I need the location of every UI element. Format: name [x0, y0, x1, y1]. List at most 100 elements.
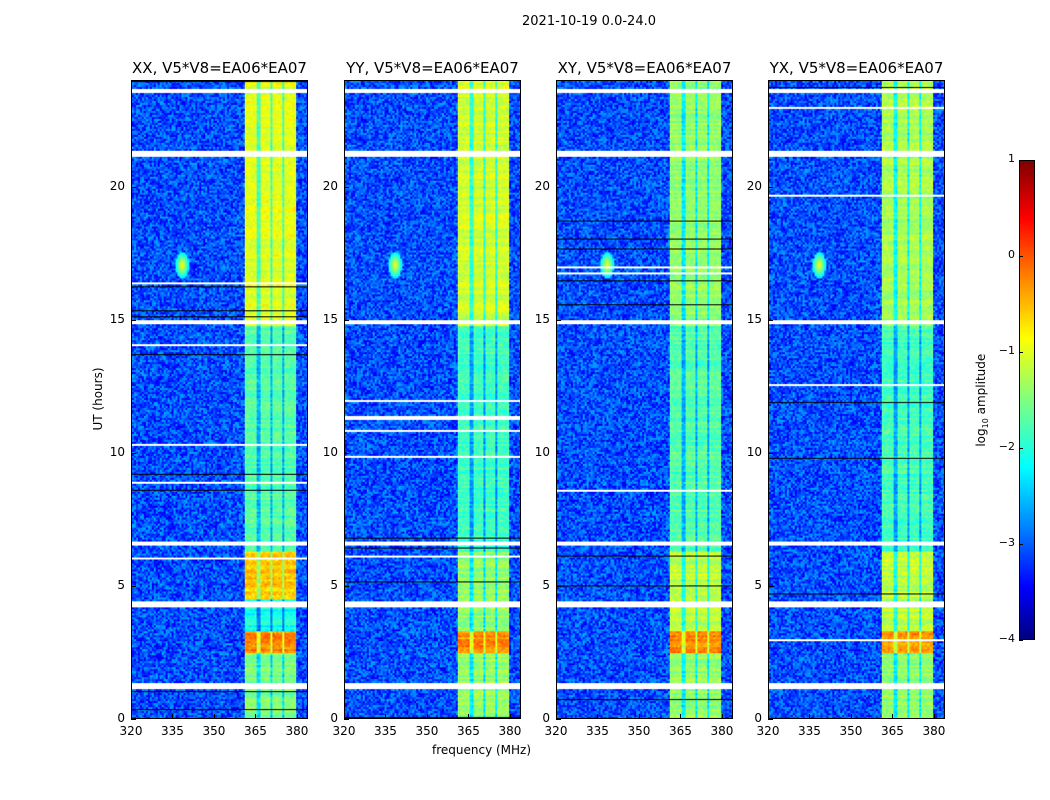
y-tick-label: 10	[109, 444, 125, 459]
x-tick-mark	[509, 714, 511, 719]
y-tick-mark	[556, 585, 561, 587]
y-tick-label: 20	[534, 178, 550, 193]
colorbar-tick-label: 1	[1008, 152, 1015, 165]
y-tick-label: 15	[109, 311, 125, 326]
colorbar-tick-mark	[1019, 544, 1023, 545]
x-tick-mark	[426, 714, 428, 719]
panel-title: YY, V5*V8=EA06*EA07	[346, 59, 519, 77]
heatmap-panel	[131, 80, 308, 719]
x-tick-label: 320	[544, 724, 568, 738]
y-tick-mark	[131, 319, 136, 321]
x-tick-label: 365	[881, 724, 904, 738]
x-tick-label: 365	[244, 724, 267, 738]
y-tick-mark	[131, 585, 136, 587]
colorbar	[1019, 160, 1035, 640]
colorbar-tick-label: −2	[998, 440, 1015, 453]
x-tick-mark	[597, 714, 599, 719]
y-tick-mark	[131, 719, 136, 720]
x-tick-label: 350	[627, 724, 651, 738]
y-tick-mark	[344, 186, 349, 188]
x-tick-label: 350	[202, 724, 226, 738]
colorbar-tick-label: 0	[1008, 248, 1015, 261]
x-tick-label: 335	[374, 724, 397, 738]
colorbar-tick-mark	[1019, 640, 1023, 641]
x-tick-mark	[344, 714, 345, 719]
y-tick-mark	[344, 319, 349, 321]
heatmap-canvas	[769, 81, 944, 718]
colorbar-tick-mark	[1019, 256, 1023, 257]
colorbar-tick-label: −4	[998, 632, 1015, 645]
x-tick-mark	[721, 714, 723, 719]
x-tick-label: 335	[586, 724, 609, 738]
y-tick-label: 10	[322, 444, 338, 459]
y-tick-label: 20	[746, 178, 762, 193]
y-tick-mark	[556, 452, 561, 454]
y-tick-label: 0	[754, 711, 762, 725]
colorbar-tick-label: −1	[998, 344, 1015, 357]
heatmap-canvas	[345, 81, 520, 718]
x-tick-mark	[213, 714, 215, 719]
x-tick-label: 365	[669, 724, 692, 738]
x-tick-label: 350	[839, 724, 863, 738]
heatmap-panel	[344, 80, 521, 719]
y-tick-label: 5	[117, 577, 125, 592]
x-tick-label: 380	[922, 724, 946, 738]
y-tick-label: 10	[746, 444, 762, 459]
y-tick-mark	[344, 452, 349, 454]
panel-title: XY, V5*V8=EA06*EA07	[557, 59, 732, 77]
y-tick-mark	[768, 186, 773, 188]
x-tick-label: 320	[756, 724, 780, 738]
y-tick-mark	[556, 186, 561, 188]
x-tick-label: 320	[119, 724, 143, 738]
x-tick-label: 380	[710, 724, 734, 738]
heatmap-canvas	[557, 81, 732, 718]
x-tick-label: 335	[161, 724, 184, 738]
y-tick-mark	[768, 319, 773, 321]
x-tick-mark	[809, 714, 811, 719]
y-tick-label: 15	[534, 311, 550, 326]
x-tick-mark	[172, 714, 174, 719]
y-tick-mark	[344, 719, 349, 720]
heatmap-panel	[556, 80, 733, 719]
x-tick-mark	[556, 714, 557, 719]
y-tick-mark	[556, 319, 561, 321]
x-tick-label: 335	[798, 724, 821, 738]
colorbar-tick-label: −3	[998, 536, 1015, 549]
panel-title: XX, V5*V8=EA06*EA07	[132, 59, 307, 77]
x-tick-mark	[768, 714, 769, 719]
x-tick-mark	[296, 714, 298, 719]
y-tick-label: 0	[542, 711, 550, 725]
x-tick-mark	[385, 714, 387, 719]
x-axis-label: frequency (MHz)	[432, 743, 532, 757]
y-tick-label: 5	[330, 577, 338, 592]
x-tick-label: 350	[415, 724, 439, 738]
x-tick-mark	[680, 714, 682, 719]
x-tick-label: 320	[332, 724, 356, 738]
x-tick-label: 380	[498, 724, 522, 738]
colorbar-tick-mark	[1019, 160, 1023, 161]
y-tick-label: 20	[109, 178, 125, 193]
x-tick-mark	[638, 714, 640, 719]
x-tick-mark	[468, 714, 470, 719]
x-tick-mark	[892, 714, 894, 719]
colorbar-tick-mark	[1019, 448, 1023, 449]
y-tick-label: 10	[534, 444, 550, 459]
y-tick-mark	[768, 452, 773, 454]
x-tick-mark	[850, 714, 852, 719]
heatmap-panel	[768, 80, 945, 719]
y-tick-label: 20	[322, 178, 338, 193]
colorbar-tick-mark	[1019, 352, 1023, 353]
y-tick-label: 5	[542, 577, 550, 592]
y-tick-mark	[556, 719, 561, 720]
y-tick-label: 15	[746, 311, 762, 326]
x-tick-label: 365	[457, 724, 480, 738]
y-tick-mark	[131, 186, 136, 188]
y-axis-label: UT (hours)	[91, 367, 105, 431]
x-tick-mark	[255, 714, 257, 719]
x-tick-mark	[131, 714, 132, 719]
y-tick-mark	[131, 452, 136, 454]
y-tick-mark	[768, 585, 773, 587]
y-tick-mark	[768, 719, 773, 720]
x-tick-mark	[933, 714, 935, 719]
panel-title: YX, V5*V8=EA06*EA07	[769, 59, 944, 77]
